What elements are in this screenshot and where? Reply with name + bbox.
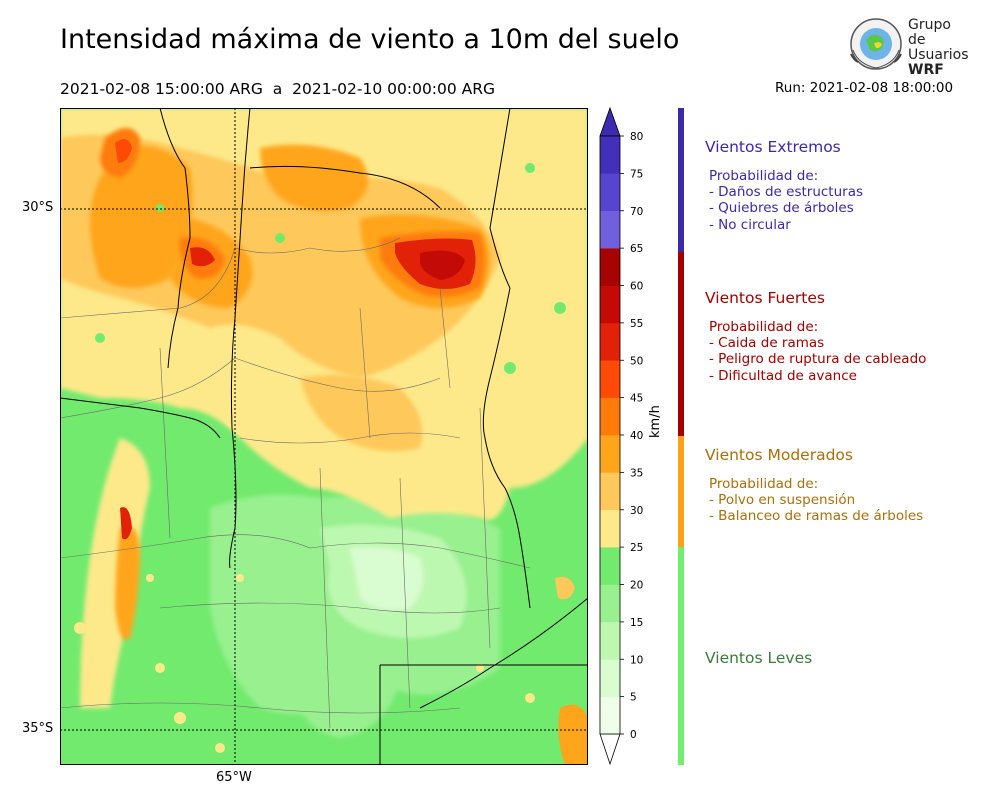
colorbar-segment — [600, 435, 620, 473]
logo-line-2: Usuarios — [908, 47, 969, 63]
legend-title: Vientos Extremos — [705, 138, 841, 156]
globe-icon — [850, 18, 902, 70]
colorbar-tick-label: 35 — [630, 467, 643, 479]
legend-line: Probabilidad de: — [709, 168, 819, 184]
legend-group-moderados: Vientos Moderados Probabilidad de: - Polvo… — [705, 446, 995, 525]
time-range: 2021-02-08 15:00:00 ARG a 2021-02-10 00:… — [60, 80, 496, 98]
colorbar-tick-label: 30 — [630, 505, 643, 517]
colorbar-segment — [600, 621, 620, 660]
colorbar-tick-label: 80 — [630, 131, 643, 143]
legend-title: Vientos Moderados — [705, 446, 853, 464]
colorbar-segment — [600, 360, 620, 398]
legend-bar-moderados — [678, 436, 684, 547]
colorbar-segment — [600, 136, 620, 174]
colorbar-segment — [600, 173, 620, 212]
colorbar-tick-label: 65 — [630, 243, 643, 255]
colorbar-tick-label: 10 — [630, 654, 643, 666]
legend-title: Vientos Fuertes — [705, 289, 825, 307]
legend-line: - No circular — [709, 216, 791, 233]
colorbar-unit-label: km/h — [648, 405, 663, 438]
logo-line-1: Grupo de — [908, 17, 951, 48]
colorbar-tick-label: 0 — [630, 729, 637, 741]
legend-line: Probabilidad de: — [709, 319, 819, 335]
legend-line: - Dificultad de avance — [709, 367, 857, 384]
lat-label: 30°S — [22, 200, 54, 215]
colorbar-tick-label: 15 — [630, 617, 643, 629]
legend-line: - Polvo en suspensión — [709, 492, 856, 509]
colorbar-segment — [600, 547, 620, 585]
legend-line: - Daños de estructuras — [709, 184, 864, 201]
legend-bar-extremos — [678, 108, 684, 252]
colorbar-tick-label: 50 — [630, 355, 643, 367]
legend-bar-leves — [678, 547, 684, 765]
colorbar-segment — [600, 322, 620, 361]
colorbar-segment — [600, 696, 620, 735]
legend-bar-fuertes — [678, 252, 684, 436]
colorbar-tick-label: 70 — [630, 206, 643, 218]
map-frame — [60, 108, 588, 765]
graticule — [60, 108, 588, 765]
colorbar-extend-high — [599, 106, 621, 137]
colorbar-segment — [600, 248, 620, 286]
chart-title: Intensidad máxima de viento a 10m del su… — [60, 24, 680, 55]
colorbar-tick-label: 40 — [630, 430, 643, 442]
legend-line: - Peligro de ruptura de cableado — [709, 351, 927, 368]
wind-map — [60, 108, 588, 765]
legend-title: Vientos Leves — [705, 649, 813, 667]
colorbar-segment — [600, 659, 620, 697]
colorbar-segment — [600, 210, 620, 249]
colorbar-segment — [600, 285, 620, 324]
legend-group-extremos: Vientos Extremos Probabilidad de: - Daños … — [705, 138, 995, 233]
legend-line: - Caida de ramas — [709, 335, 825, 352]
colorbar-segment — [600, 584, 620, 623]
colorbar-tick-label: 20 — [630, 580, 643, 592]
colorbar-extend-low — [599, 733, 621, 766]
legend-group-leves: Vientos Leves — [705, 649, 995, 679]
legend-line: - Quiebres de árboles — [709, 200, 854, 217]
lon-label: 65°W — [216, 770, 252, 785]
colorbar-segment — [600, 509, 620, 548]
run-time: Run: 2021-02-08 18:00:00 — [775, 80, 954, 96]
colorbar-tick-label: 55 — [630, 318, 643, 330]
lat-label: 35°S — [22, 721, 54, 736]
colorbar-segment — [600, 397, 620, 436]
colorbar-tick-label: 45 — [630, 393, 643, 405]
legend-line: - Balanceo de ramas de árboles — [709, 508, 924, 525]
wrf-logo: Grupo de Usuarios WRF — [848, 16, 970, 78]
colorbar-tick-label: 60 — [630, 281, 643, 293]
colorbar-tick-label: 75 — [630, 168, 643, 180]
colorbar-tick-label: 5 — [630, 692, 637, 704]
legend-group-fuertes: Vientos Fuertes Probabilidad de: - Caida d… — [705, 289, 995, 384]
colorbar-tick-label: 25 — [630, 542, 643, 554]
colorbar-segment — [600, 472, 620, 511]
colorbar: 0 5 10 15 20 25 30 35 40 45 50 55 60 65 70 75 80 — [599, 106, 643, 766]
legend-line: Probabilidad de: — [709, 476, 819, 492]
logo-line-3: WRF — [908, 62, 944, 78]
